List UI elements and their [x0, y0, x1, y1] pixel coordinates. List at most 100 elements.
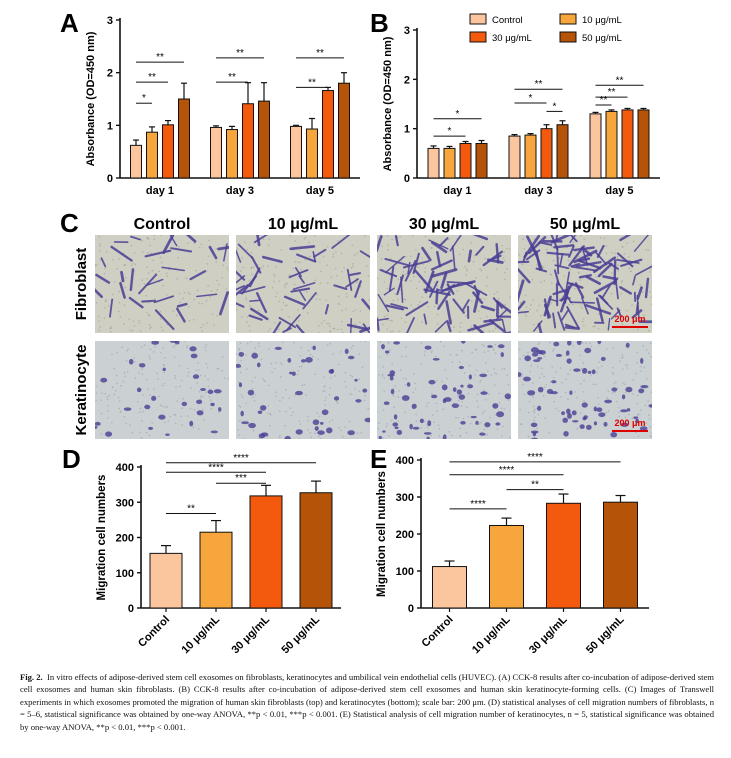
- migrated-cell: [546, 388, 554, 395]
- migrated-cell: [640, 357, 644, 364]
- membrane-pore: [99, 326, 102, 328]
- migrated-cell: [238, 351, 245, 357]
- membrane-pore: [424, 235, 427, 238]
- membrane-pore: [617, 276, 619, 279]
- migrated-cell: [390, 388, 395, 395]
- membrane-pore: [237, 248, 239, 250]
- migrated-cell: [495, 300, 511, 314]
- legend: Control 10 μg/mL 30 μg/mL 50 μg/mL: [469, 13, 622, 44]
- membrane-pore: [306, 291, 308, 293]
- membrane-pore: [267, 384, 270, 387]
- membrane-pore: [246, 249, 248, 251]
- migrated-cell: [381, 344, 385, 350]
- membrane-pore: [104, 307, 106, 309]
- membrane-pore: [430, 247, 432, 249]
- membrane-pore: [363, 235, 366, 237]
- membrane-pore: [364, 341, 366, 342]
- membrane-pore: [158, 395, 160, 398]
- chart-a-bar-0-2: [162, 124, 174, 179]
- membrane-pore: [475, 277, 477, 279]
- membrane-pore: [282, 301, 285, 304]
- chart-d-bar-2: [249, 495, 283, 609]
- membrane-pore: [472, 260, 475, 263]
- migrated-cell: [238, 382, 243, 388]
- membrane-pore: [329, 387, 332, 390]
- migrated-cell: [377, 293, 390, 313]
- membrane-pore: [441, 380, 443, 383]
- migrated-cell: [364, 417, 370, 423]
- membrane-pore: [636, 402, 638, 405]
- migrated-cell: [633, 235, 650, 252]
- membrane-pore: [181, 424, 184, 426]
- chart-e-category-label-2: 30 μg/mL: [527, 613, 570, 656]
- micrograph-keratinocyte-30: [377, 341, 511, 439]
- membrane-pore: [528, 400, 531, 403]
- migrated-cell: [154, 309, 175, 331]
- membrane-pore: [478, 423, 480, 425]
- migrated-cell: [247, 389, 255, 396]
- migrated-cell: [480, 391, 488, 395]
- membrane-pore: [377, 422, 380, 425]
- panel-letter-a: A: [60, 8, 79, 38]
- membrane-pore: [393, 406, 395, 409]
- membrane-pore: [273, 280, 275, 283]
- membrane-pore: [299, 423, 302, 425]
- chart-e-ytick-label-1: 100: [396, 566, 414, 578]
- membrane-pore: [594, 383, 597, 386]
- membrane-pore: [532, 410, 535, 412]
- migrated-cell: [569, 235, 578, 243]
- membrane-pore: [207, 378, 209, 381]
- migrated-cell: [424, 270, 435, 294]
- membrane-pore: [293, 283, 296, 286]
- migrated-cell: [345, 278, 359, 288]
- membrane-pore: [122, 380, 125, 383]
- membrane-pore: [175, 386, 177, 388]
- migrated-cell: [312, 251, 317, 263]
- migrated-cell: [95, 273, 111, 284]
- migrated-cell: [518, 300, 526, 311]
- migrated-cell: [326, 427, 333, 434]
- migrated-cell: [379, 268, 398, 278]
- membrane-pore: [495, 373, 498, 375]
- migrated-cell: [500, 352, 504, 358]
- membrane-pore: [354, 323, 356, 325]
- membrane-pore: [178, 292, 181, 295]
- membrane-pore: [464, 309, 466, 312]
- membrane-pore: [252, 429, 255, 432]
- migrated-cell: [272, 321, 282, 333]
- migrated-cell: [552, 312, 557, 329]
- membrane-pore: [268, 238, 271, 240]
- membrane-pore: [504, 278, 506, 281]
- chart-e-category-label-1: 10 μg/mL: [470, 613, 513, 656]
- membrane-pore: [383, 315, 386, 318]
- membrane-pore: [487, 370, 489, 373]
- membrane-pore: [305, 394, 307, 397]
- membrane-pore: [538, 376, 541, 379]
- membrane-pore: [279, 376, 282, 378]
- migrated-cell: [148, 426, 153, 430]
- migrated-cell: [208, 245, 218, 260]
- membrane-pore: [313, 235, 316, 237]
- membrane-pore: [462, 417, 465, 420]
- membrane-pore: [466, 269, 468, 272]
- migrated-cell: [524, 355, 532, 362]
- membrane-pore: [166, 275, 168, 277]
- migrated-cell: [518, 279, 525, 304]
- membrane-pore: [337, 295, 340, 298]
- membrane-pore: [133, 252, 136, 254]
- membrane-pore: [388, 435, 390, 437]
- membrane-pore: [207, 285, 209, 287]
- migrated-cell: [359, 326, 370, 333]
- membrane-pore: [329, 342, 332, 345]
- migrated-cell: [253, 235, 269, 244]
- membrane-pore: [296, 373, 299, 376]
- membrane-pore: [174, 422, 177, 425]
- membrane-pore: [532, 396, 535, 398]
- membrane-pore: [195, 269, 197, 272]
- membrane-pore: [484, 362, 487, 364]
- migrated-cell: [378, 436, 383, 439]
- migrated-cell: [458, 365, 464, 370]
